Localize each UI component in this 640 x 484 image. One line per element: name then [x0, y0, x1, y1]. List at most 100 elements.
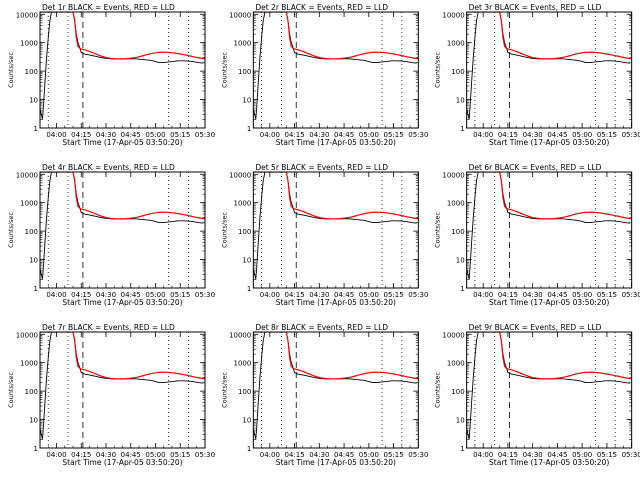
series-line-events [467, 12, 630, 119]
x-tick-label: 05:30 [195, 451, 215, 459]
y-tick-label: 10000 [442, 11, 464, 19]
y-tick-label: 100 [451, 68, 464, 76]
y-axis-label: Counts/sec [220, 212, 228, 248]
y-tick-label: 100 [25, 388, 38, 396]
y-tick-label: 1000 [234, 200, 252, 208]
chart-title: Det 5r BLACK = Events, RED = LLD [255, 163, 388, 172]
chart-title: Det 1r BLACK = Events, RED = LLD [42, 3, 175, 12]
chart-title: Det 9r BLACK = Events, RED = LLD [469, 323, 602, 332]
y-tick-label: 1000 [20, 40, 38, 48]
y-tick-label: 10000 [16, 331, 38, 339]
y-tick-label: 100 [25, 228, 38, 236]
y-tick-label: 1000 [447, 200, 465, 208]
y-tick-label: 1 [247, 125, 251, 133]
y-tick-label: 1000 [447, 360, 465, 368]
series-line-lld [253, 12, 418, 59]
y-tick-label: 10 [456, 97, 465, 105]
y-tick-label: 100 [238, 388, 251, 396]
y-tick-label: 100 [238, 228, 251, 236]
series-line-lld [40, 172, 205, 219]
y-tick-label: 1 [460, 285, 464, 293]
plot-frame [467, 12, 632, 128]
series-line-events [40, 12, 203, 119]
y-tick-label: 10000 [229, 331, 251, 339]
x-tick-label: 05:30 [622, 131, 640, 139]
y-tick-label: 10000 [442, 331, 464, 339]
y-tick-label: 1 [34, 125, 38, 133]
x-axis-label: Start Time (17-Apr-05 03:50:20) [276, 458, 396, 467]
series-line-events [253, 172, 416, 279]
y-axis-label: Counts/sec [7, 52, 15, 88]
x-axis-label: Start Time (17-Apr-05 03:50:20) [62, 138, 182, 147]
y-tick-label: 10 [29, 417, 38, 425]
series-line-events [467, 172, 630, 279]
y-tick-label: 10 [456, 257, 465, 265]
x-tick-label: 05:30 [408, 451, 428, 459]
y-axis-label: Counts/sec [220, 372, 228, 408]
y-axis-label: Counts/sec [7, 372, 15, 408]
y-tick-label: 1000 [20, 360, 38, 368]
y-tick-label: 1000 [447, 40, 465, 48]
x-tick-label: 05:30 [408, 131, 428, 139]
x-tick-label: 05:30 [195, 131, 215, 139]
y-tick-label: 1 [460, 125, 464, 133]
series-line-lld [467, 12, 632, 59]
y-tick-label: 1 [247, 445, 251, 453]
series-line-lld [467, 332, 632, 379]
series-line-lld [40, 332, 205, 379]
y-tick-label: 1 [460, 445, 464, 453]
y-axis-label: Counts/sec [434, 212, 442, 248]
y-axis-label: Counts/sec [7, 212, 15, 248]
y-tick-label: 100 [451, 228, 464, 236]
y-tick-label: 10000 [16, 11, 38, 19]
plot-frame [40, 172, 205, 288]
y-tick-label: 1000 [234, 40, 252, 48]
chart-title: Det 6r BLACK = Events, RED = LLD [469, 163, 602, 172]
series-line-events [40, 172, 203, 279]
chart-title: Det 8r BLACK = Events, RED = LLD [255, 323, 388, 332]
y-tick-label: 1 [34, 445, 38, 453]
y-axis-label: Counts/sec [434, 52, 442, 88]
series-line-lld [253, 172, 418, 219]
y-tick-label: 100 [451, 388, 464, 396]
x-axis-label: Start Time (17-Apr-05 03:50:20) [489, 458, 609, 467]
chart-title: Det 7r BLACK = Events, RED = LLD [42, 323, 175, 332]
x-tick-label: 05:30 [622, 291, 640, 299]
y-tick-label: 10000 [229, 11, 251, 19]
chart-title: Det 2r BLACK = Events, RED = LLD [255, 3, 388, 12]
plot-frame [253, 172, 418, 288]
y-tick-label: 10 [29, 257, 38, 265]
y-tick-label: 1000 [234, 360, 252, 368]
x-tick-label: 05:30 [622, 451, 640, 459]
series-line-events [253, 332, 416, 439]
x-axis-label: Start Time (17-Apr-05 03:50:20) [276, 138, 396, 147]
series-line-events [467, 332, 630, 439]
y-tick-label: 10 [242, 417, 251, 425]
x-tick-label: 05:30 [408, 291, 428, 299]
y-tick-label: 10 [456, 417, 465, 425]
chart-title: Det 4r BLACK = Events, RED = LLD [42, 163, 175, 172]
y-axis-label: Counts/sec [220, 52, 228, 88]
y-tick-label: 10000 [442, 171, 464, 179]
x-axis-label: Start Time (17-Apr-05 03:50:20) [62, 298, 182, 307]
series-line-lld [40, 12, 205, 59]
y-tick-label: 10000 [229, 171, 251, 179]
series-line-lld [467, 172, 632, 219]
y-tick-label: 10 [242, 257, 251, 265]
series-line-events [253, 12, 416, 119]
y-tick-label: 1 [34, 285, 38, 293]
x-axis-label: Start Time (17-Apr-05 03:50:20) [489, 298, 609, 307]
plot-frame [40, 332, 205, 448]
series-line-events [40, 332, 203, 439]
plot-frame [40, 12, 205, 128]
x-axis-label: Start Time (17-Apr-05 03:50:20) [62, 458, 182, 467]
